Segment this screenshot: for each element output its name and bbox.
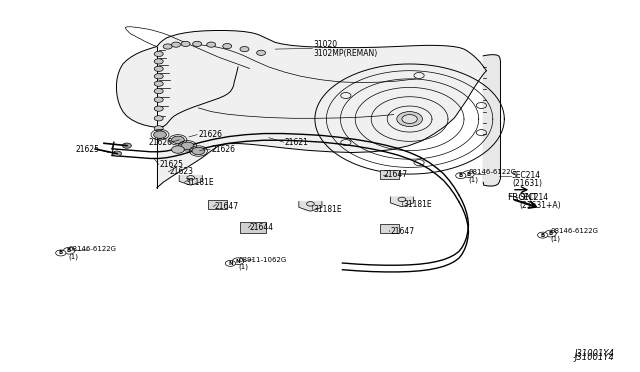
Text: 21644: 21644 bbox=[250, 223, 274, 232]
Text: 21625: 21625 bbox=[76, 145, 99, 154]
Text: 21621: 21621 bbox=[285, 138, 308, 147]
Text: J31001Y4: J31001Y4 bbox=[575, 353, 614, 362]
Circle shape bbox=[154, 51, 163, 57]
Text: 31181E: 31181E bbox=[314, 205, 342, 214]
Bar bbox=[380, 224, 399, 234]
Polygon shape bbox=[390, 197, 413, 207]
Text: 08146-6122G: 08146-6122G bbox=[550, 228, 598, 234]
Text: N: N bbox=[236, 259, 241, 264]
Text: 21623: 21623 bbox=[170, 167, 194, 176]
Polygon shape bbox=[483, 55, 500, 186]
Circle shape bbox=[172, 136, 184, 144]
Text: 31181E: 31181E bbox=[403, 200, 432, 209]
Text: FRONT: FRONT bbox=[507, 193, 538, 202]
Text: 21647: 21647 bbox=[384, 170, 408, 179]
Circle shape bbox=[193, 41, 202, 46]
Polygon shape bbox=[179, 176, 202, 185]
Circle shape bbox=[154, 66, 163, 71]
Text: B: B bbox=[59, 250, 63, 256]
Circle shape bbox=[63, 247, 75, 254]
Text: B: B bbox=[541, 232, 545, 238]
Circle shape bbox=[463, 171, 474, 177]
Circle shape bbox=[456, 173, 466, 179]
Text: (21631): (21631) bbox=[512, 179, 542, 187]
Text: 08911-1062G: 08911-1062G bbox=[238, 257, 286, 263]
Circle shape bbox=[172, 146, 184, 153]
Circle shape bbox=[545, 230, 556, 237]
Text: B: B bbox=[548, 231, 552, 236]
Circle shape bbox=[154, 97, 163, 102]
Circle shape bbox=[225, 260, 236, 266]
Text: B: B bbox=[467, 171, 470, 177]
Circle shape bbox=[538, 232, 548, 238]
Text: N: N bbox=[228, 261, 233, 266]
Text: 3102MP(REMAN): 3102MP(REMAN) bbox=[314, 49, 378, 58]
Text: 08146-6122G: 08146-6122G bbox=[68, 246, 116, 252]
Circle shape bbox=[402, 115, 417, 124]
Circle shape bbox=[56, 250, 66, 256]
Text: 21625: 21625 bbox=[160, 160, 184, 169]
Text: B: B bbox=[459, 173, 463, 178]
Circle shape bbox=[154, 131, 166, 138]
Circle shape bbox=[181, 41, 190, 46]
Text: 21626: 21626 bbox=[149, 138, 173, 147]
Circle shape bbox=[154, 126, 163, 131]
Circle shape bbox=[163, 44, 172, 49]
Text: 21626: 21626 bbox=[211, 145, 236, 154]
Circle shape bbox=[207, 42, 216, 47]
Text: 21626: 21626 bbox=[198, 130, 223, 139]
Circle shape bbox=[223, 44, 232, 49]
Circle shape bbox=[122, 143, 131, 148]
Bar bbox=[240, 222, 266, 232]
Polygon shape bbox=[299, 202, 322, 211]
Text: (21631+A): (21631+A) bbox=[520, 201, 561, 210]
Circle shape bbox=[154, 116, 163, 121]
Circle shape bbox=[181, 142, 194, 150]
Circle shape bbox=[232, 258, 244, 264]
Text: (1): (1) bbox=[550, 235, 561, 242]
Circle shape bbox=[192, 147, 205, 155]
Text: SEC214: SEC214 bbox=[512, 171, 541, 180]
Circle shape bbox=[154, 81, 163, 86]
Polygon shape bbox=[116, 46, 238, 127]
Circle shape bbox=[154, 89, 163, 94]
Circle shape bbox=[113, 151, 122, 156]
Text: 21647: 21647 bbox=[390, 227, 415, 236]
Text: (1): (1) bbox=[468, 176, 479, 183]
Circle shape bbox=[257, 50, 266, 55]
Circle shape bbox=[154, 59, 163, 64]
Bar bbox=[208, 200, 227, 209]
Text: 31181E: 31181E bbox=[186, 178, 214, 187]
Text: (1): (1) bbox=[68, 253, 79, 260]
Circle shape bbox=[154, 74, 163, 79]
Text: J31001Y4: J31001Y4 bbox=[575, 349, 614, 358]
Circle shape bbox=[172, 42, 180, 47]
Text: 31020: 31020 bbox=[314, 40, 338, 49]
Circle shape bbox=[397, 112, 422, 126]
Text: 21647: 21647 bbox=[214, 202, 239, 211]
Circle shape bbox=[240, 46, 249, 52]
Polygon shape bbox=[157, 31, 486, 188]
Text: B: B bbox=[67, 248, 71, 253]
Bar bbox=[380, 170, 399, 179]
Text: SEC214: SEC214 bbox=[520, 193, 549, 202]
Text: (1): (1) bbox=[238, 264, 248, 270]
Text: 08146-6122G: 08146-6122G bbox=[468, 169, 516, 175]
Circle shape bbox=[154, 106, 163, 111]
